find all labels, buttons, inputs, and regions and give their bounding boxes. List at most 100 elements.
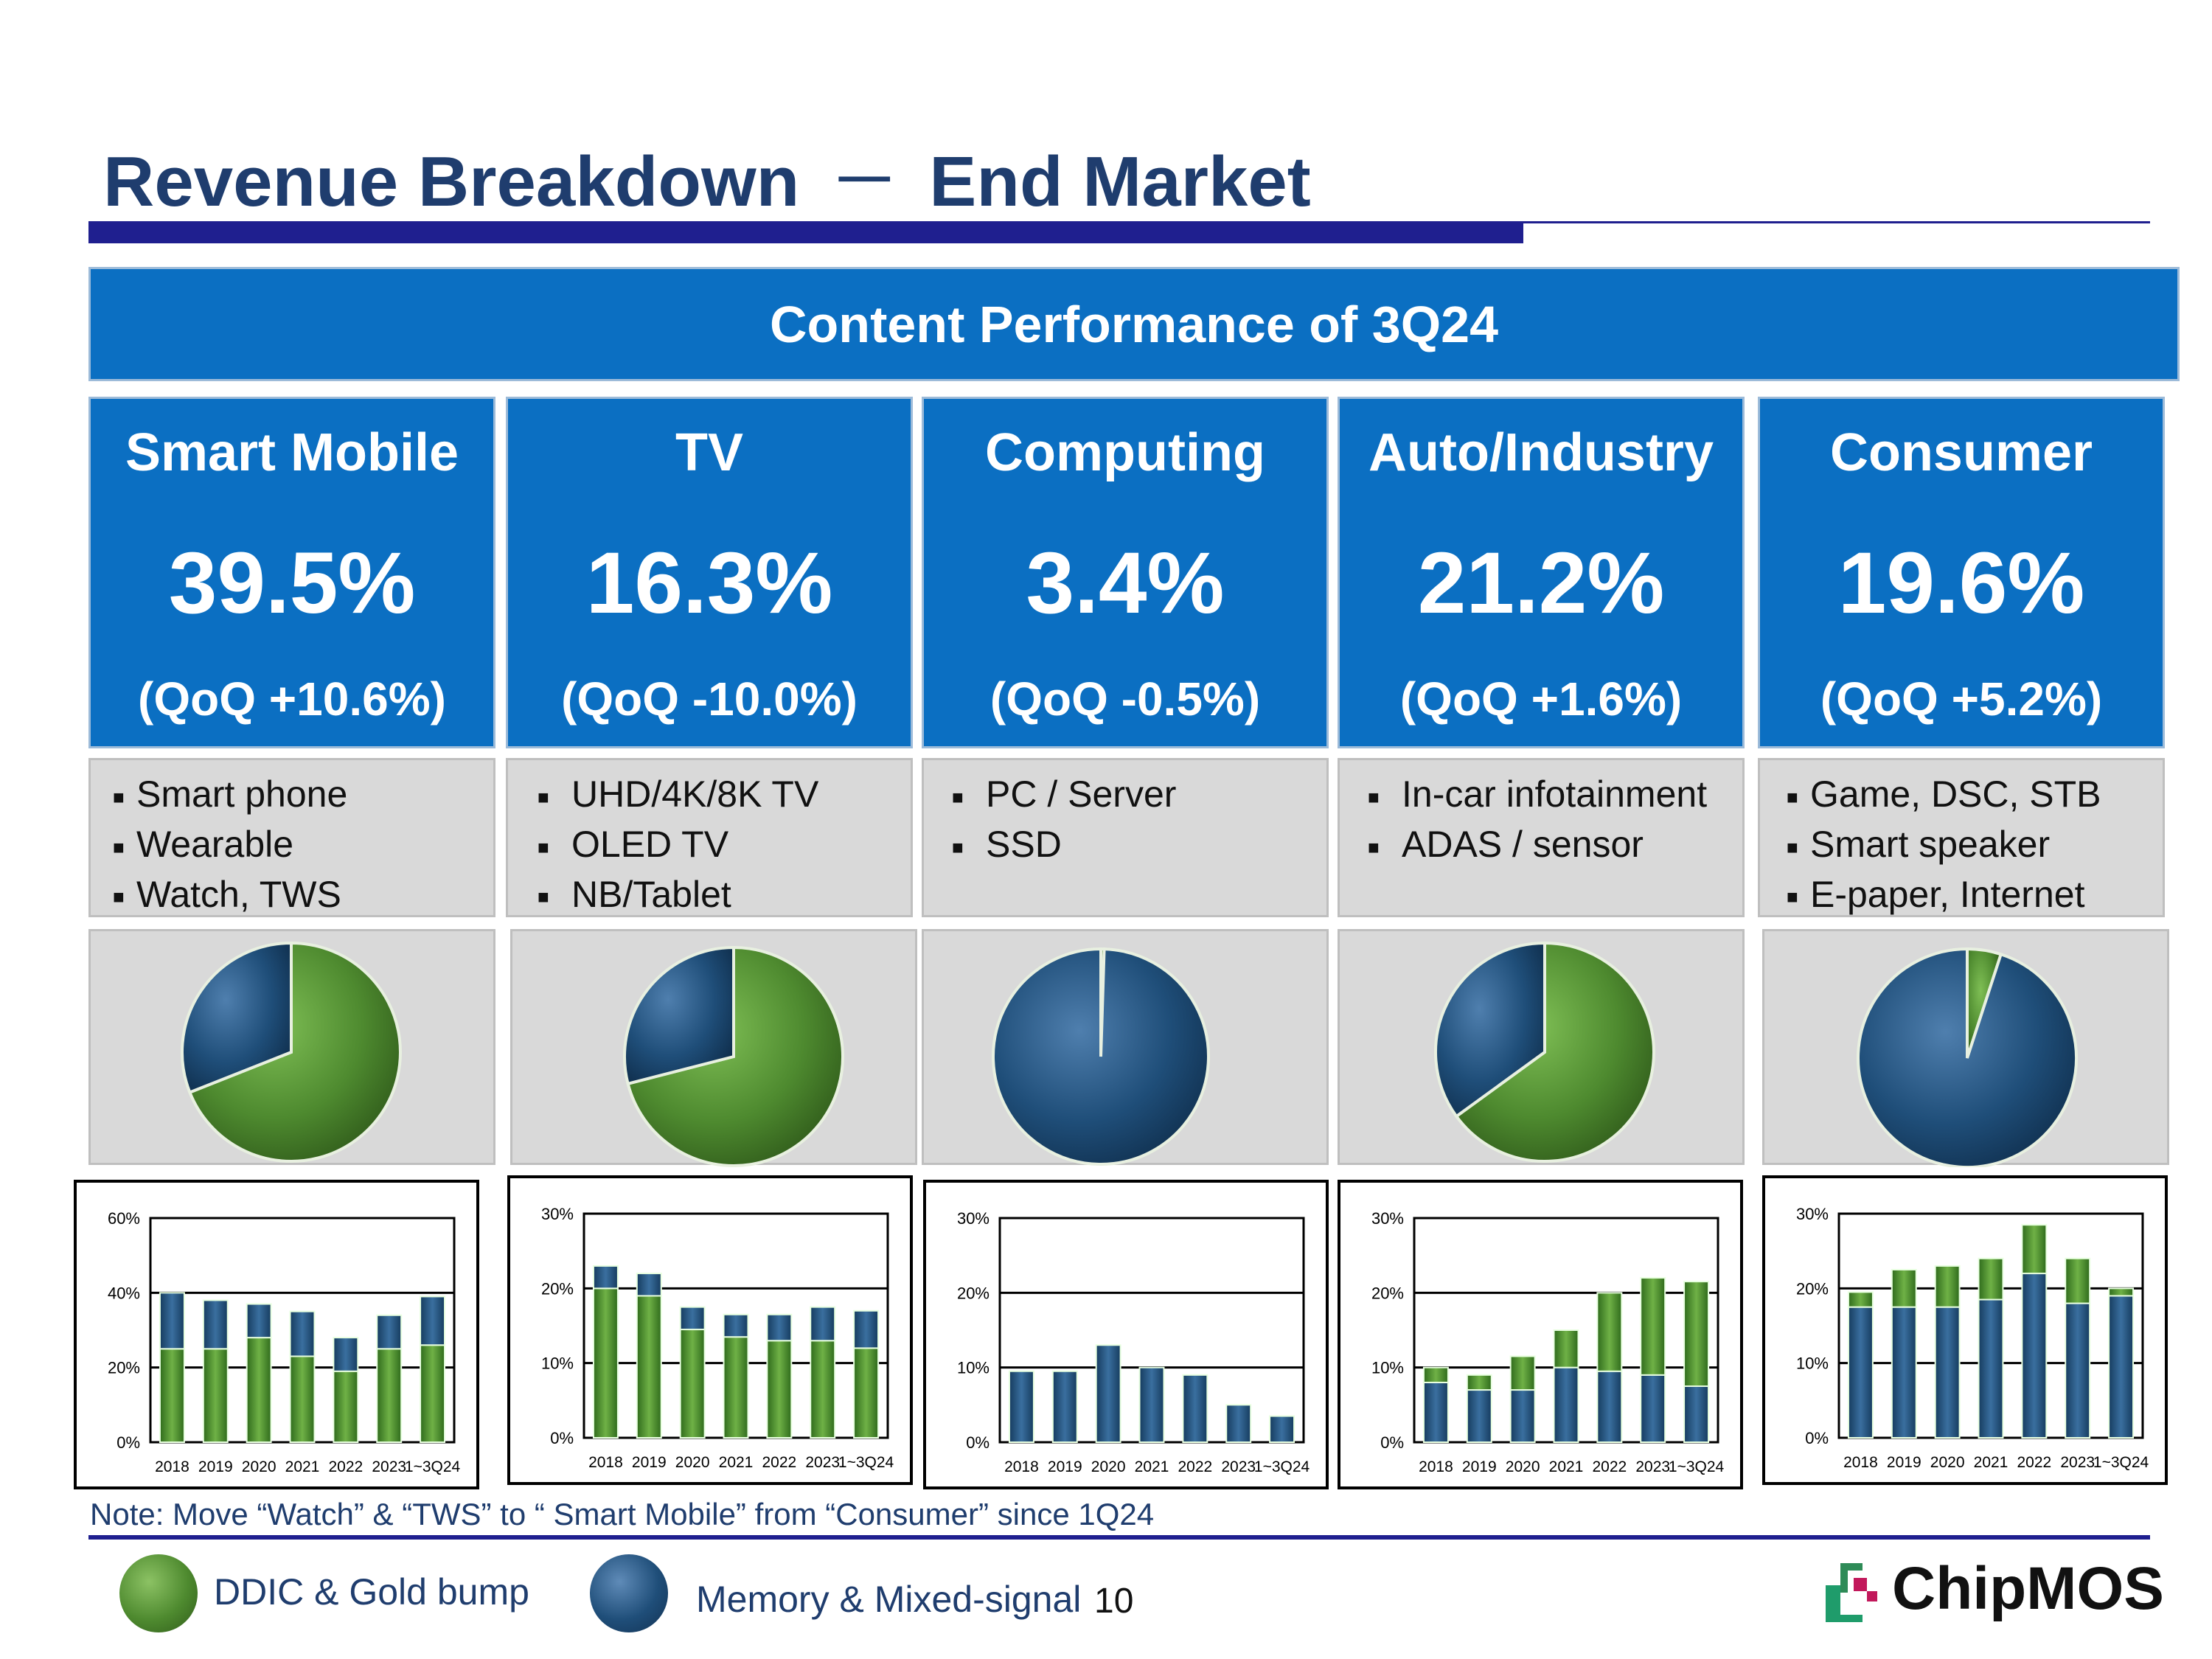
bullet-item: ■ OLED TV (538, 821, 911, 871)
square-bullet-icon: ■ (1787, 785, 1798, 808)
pie-slice-memory (623, 945, 735, 1086)
segment-card-auto-industry: Auto/Industry 21.2% (QoQ +1.6%) (1338, 397, 1745, 748)
y-tick-label: 20% (541, 1279, 574, 1298)
segment-card-tv: TV 16.3% (QoQ -10.0%) (506, 397, 913, 748)
bullet-item: ■ Smart phone (113, 771, 493, 821)
title-right: End Market (929, 142, 1311, 221)
x-tick-label: 2020 (1930, 1454, 1965, 1471)
bar-segment (1553, 1366, 1579, 1444)
y-tick-label: 10% (1796, 1354, 1829, 1373)
bar-chart-smart-mobile: 0% 20% 40% 60% 2018 2019 2020 2021 2022 20231~3Q2… (108, 1209, 461, 1475)
segment-name: Consumer (1829, 423, 2093, 482)
bar-segment (723, 1313, 749, 1338)
x-tick-label: 2022 (328, 1458, 363, 1475)
bar-box-computing: 0% 10% 20% 30% 2018 2019 2020 2021 2022 2023 1~3Q2… (923, 1180, 1329, 1489)
bar-segment (636, 1295, 662, 1439)
legend-ddic-swatch (119, 1554, 198, 1632)
bar-segment (2108, 1287, 2135, 1297)
x-tick-label: 2018 (1843, 1454, 1878, 1471)
y-tick-label: 40% (108, 1284, 140, 1302)
bar-chart-tv: 0% 10% 20% 30% 2018 2019 2020 2021 2022 20231~3Q2… (541, 1205, 894, 1471)
bar-segment (376, 1314, 403, 1350)
bar-segment (1978, 1257, 2004, 1301)
bar-box-smart-mobile: 0% 20% 40% 60% 2018 2019 2020 2021 2022 2023 1~3Q2… (74, 1180, 479, 1489)
segment-qoq: (QoQ +10.6%) (138, 672, 446, 726)
bullets-tv: ■ UHD/4K/8K TV ■ OLED TV ■ NB/Tablet (506, 758, 913, 917)
segment-share: 39.5% (168, 535, 416, 632)
bar-segment (246, 1303, 272, 1339)
x-tick-label: 2019 (198, 1458, 233, 1475)
y-tick-label: 30% (957, 1209, 990, 1228)
title-rule-thin (1523, 221, 2150, 223)
y-tick-label: 10% (541, 1354, 574, 1373)
x-tick-label: 2019 (1048, 1458, 1082, 1475)
square-bullet-icon: ■ (952, 785, 964, 808)
bullet-item: ■ PC / Server (952, 771, 1326, 821)
x-tick-label: 2019 (632, 1454, 667, 1471)
segment-card-smart-mobile: Smart Mobile 39.5% (QoQ +10.6%) (88, 397, 495, 748)
page-number: 10 (1094, 1582, 1134, 1621)
bar-segment (1509, 1389, 1536, 1444)
pie-slice-memory (181, 941, 293, 1095)
bar-segment (679, 1306, 706, 1331)
y-tick-label: 0% (116, 1433, 140, 1452)
pie-box-tv (510, 929, 917, 1167)
segment-share: 21.2% (1417, 535, 1665, 632)
bar-chart-auto-industry: 0% 10% 20% 30% 2018 2019 2020 2021 2022 20231~3Q2… (1371, 1209, 1725, 1475)
x-tick-label: 2022 (2017, 1454, 2051, 1471)
y-tick-label: 20% (957, 1284, 990, 1302)
bar-segment (202, 1348, 229, 1443)
bar-segment (1466, 1389, 1492, 1444)
bar-segment (679, 1329, 706, 1439)
square-bullet-icon: ■ (113, 886, 125, 908)
bar-chart-consumer: 0% 10% 20% 30% 2018 2019 2020 2021 2022 20231~3Q2… (1796, 1205, 2149, 1471)
bar-segment (1891, 1306, 1917, 1439)
bullet-item: ■ Watch, TWS (113, 871, 493, 921)
bar-segment (1596, 1370, 1623, 1444)
pie-chart-computing (992, 947, 1210, 1166)
bar-segment (1422, 1366, 1449, 1383)
legend-memory-swatch (590, 1554, 668, 1632)
bar-segment (810, 1340, 836, 1439)
bar-segment (2021, 1273, 2048, 1439)
bar-segment (1978, 1298, 2004, 1439)
x-tick-label: 2018 (588, 1454, 623, 1471)
segment-qoq: (QoQ +5.2%) (1820, 672, 2103, 726)
pie-chart-consumer (1857, 947, 2078, 1167)
bullets-smart-mobile: ■ Smart phone ■ Wearable ■ Watch, TWS (88, 758, 495, 917)
bar-segment (202, 1299, 229, 1350)
x-tick-label: 2019 (1462, 1458, 1497, 1475)
segment-name: Computing (985, 423, 1265, 482)
bar-segment (2108, 1295, 2135, 1439)
bullet-item: ■ In-car infotainment (1368, 771, 1742, 821)
x-tick-label: 2023 (372, 1458, 406, 1475)
x-tick-label: 1~3Q24 (2093, 1454, 2149, 1471)
x-tick-label: 2021 (1135, 1458, 1169, 1475)
bar-segment (592, 1287, 619, 1439)
bar-segment (766, 1340, 793, 1439)
chipmos-logo: ChipMOS (1811, 1548, 2164, 1630)
bar-segment (592, 1265, 619, 1290)
pie-box-smart-mobile (88, 929, 495, 1165)
y-tick-label: 0% (966, 1433, 990, 1452)
title-dash: － (829, 142, 900, 221)
x-tick-label: 2023 (805, 1454, 840, 1471)
square-bullet-icon: ■ (1368, 835, 1380, 858)
x-tick-label: 1~3Q24 (1669, 1458, 1725, 1475)
y-tick-label: 0% (1805, 1429, 1829, 1447)
pie-chart-smart-mobile (181, 941, 402, 1163)
bar-segment (2065, 1302, 2091, 1439)
x-tick-label: 2022 (762, 1454, 796, 1471)
x-tick-label: 2022 (1592, 1458, 1627, 1475)
bar-segment (766, 1313, 793, 1342)
square-bullet-icon: ■ (113, 835, 125, 858)
bar-segment (853, 1347, 880, 1439)
bar-segment (2065, 1257, 2091, 1304)
bar-segment (1847, 1291, 1874, 1308)
pie-slice-memory (1857, 947, 2078, 1167)
pie-box-computing (922, 929, 1329, 1166)
square-bullet-icon: ■ (1787, 886, 1798, 908)
x-tick-label: 2023 (1221, 1458, 1256, 1475)
bar-segment (1269, 1415, 1295, 1443)
bullets-consumer: ■ Game, DSC, STB ■ Smart speaker ■ E-paper,… (1758, 758, 2165, 917)
